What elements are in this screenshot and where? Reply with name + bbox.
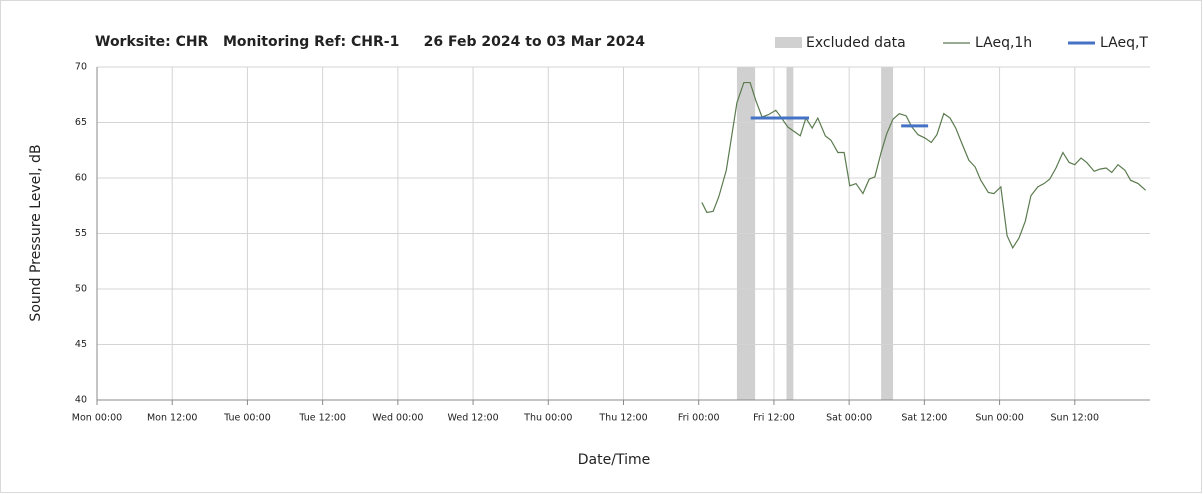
y-tick-label: 45 [75, 339, 87, 350]
y-tick-label: 65 [75, 117, 87, 128]
x-tick-label: Wed 00:00 [372, 413, 423, 424]
legend-swatch [775, 37, 802, 48]
x-tick-label: Sun 12:00 [1051, 413, 1099, 424]
y-tick-label: 50 [75, 284, 87, 295]
y-tick-label: 40 [75, 395, 87, 406]
legend-label: Excluded data [806, 35, 906, 51]
x-tick-label: Sat 00:00 [826, 413, 872, 424]
x-tick-label: Thu 00:00 [523, 413, 572, 424]
y-tick-label: 70 [75, 62, 87, 73]
x-tick-label: Wed 12:00 [448, 413, 499, 424]
chart-title: Worksite: CHR Monitoring Ref: CHR-1 26 F… [95, 34, 645, 50]
x-tick-label: Thu 12:00 [598, 413, 647, 424]
x-tick-label: Tue 12:00 [298, 413, 346, 424]
y-tick-label: 60 [75, 173, 87, 184]
y-axis-label: Sound Pressure Level, dB [28, 144, 44, 321]
x-tick-label: Mon 12:00 [147, 413, 197, 424]
x-tick-label: Sat 12:00 [901, 413, 947, 424]
x-tick-label: Fri 12:00 [753, 413, 795, 424]
x-tick-label: Fri 00:00 [678, 413, 720, 424]
data-line [701, 81, 1147, 250]
x-tick-label: Mon 00:00 [72, 413, 122, 424]
y-tick-label: 55 [75, 228, 87, 239]
legend-label: LAeq,T [1100, 35, 1148, 51]
x-axis-label: Date/Time [578, 452, 650, 468]
x-tick-label: Tue 00:00 [223, 413, 271, 424]
x-tick-label: Sun 00:00 [975, 413, 1023, 424]
legend-label: LAeq,1h [975, 35, 1032, 51]
